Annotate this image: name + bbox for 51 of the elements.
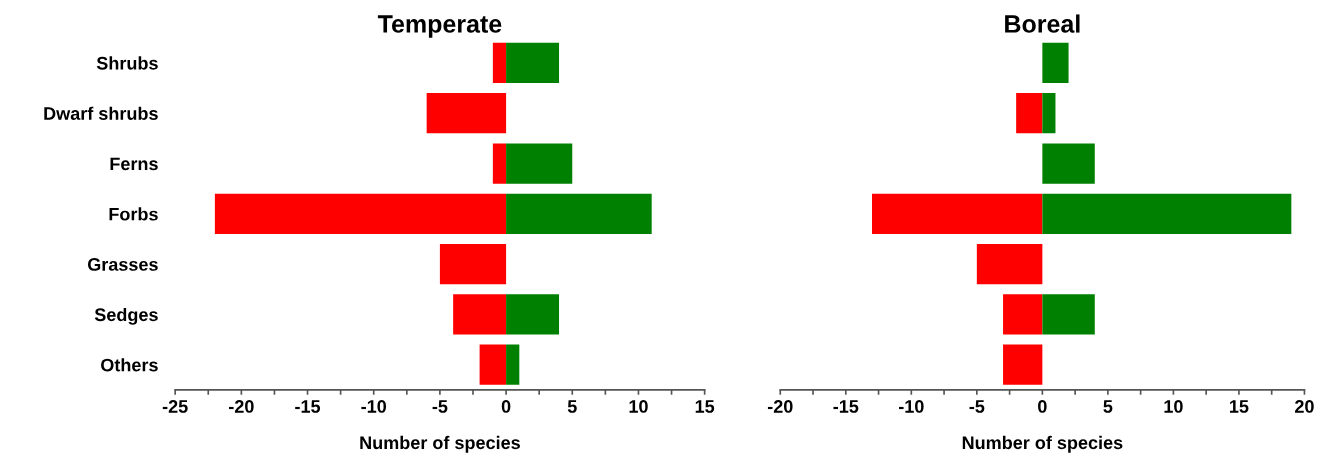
x-tick-label: -15 [295, 400, 321, 413]
x-tick-label: 0 [1038, 400, 1047, 413]
y-tick-label: Dwarf shrubs [44, 106, 158, 120]
chart-title: Boreal [1005, 14, 1080, 33]
y-tick-label: Forbs [109, 207, 158, 221]
y-tick-label: Others [101, 358, 158, 372]
x-tick-label: 5 [1103, 400, 1113, 413]
x-tick-label: -20 [229, 400, 254, 413]
bar [492, 143, 507, 184]
y-tick-label: Sedges [94, 307, 158, 325]
bar [506, 294, 560, 335]
x-tick-label: -10 [898, 400, 924, 413]
x-tick-label: -15 [833, 400, 859, 413]
bar [426, 93, 507, 134]
bar [1042, 42, 1069, 84]
x-tick-label: 10 [629, 400, 648, 413]
x-tick-label: 10 [1164, 400, 1183, 413]
y-tick-label: Ferns [110, 157, 158, 171]
bar [1042, 93, 1056, 134]
x-tick-label: 20 [1295, 400, 1314, 413]
bar [506, 42, 560, 84]
bar [453, 294, 507, 335]
bar [479, 344, 507, 385]
bar [492, 42, 507, 84]
bar [506, 193, 652, 234]
bar [1003, 344, 1043, 385]
y-tick-label: Grasses [87, 258, 158, 271]
x-tick-label: -20 [767, 400, 793, 413]
bar [872, 193, 1043, 234]
x-tick-label: -5 [969, 400, 985, 413]
bar [1016, 93, 1043, 134]
x-tick-label: 15 [1230, 400, 1249, 413]
bar [214, 193, 507, 234]
bar [976, 244, 1043, 285]
x-tick-label: 0 [501, 400, 511, 413]
x-tick-label: -10 [361, 400, 387, 413]
chart-title: Temperate [377, 15, 502, 38]
x-axis-title: Number of species [962, 435, 1123, 453]
bar [1042, 193, 1292, 234]
bar [439, 244, 507, 285]
bar [1003, 294, 1043, 335]
x-tick-label: 15 [695, 400, 715, 413]
x-tick-label: -25 [162, 400, 188, 413]
y-tick-label: Shrubs [96, 56, 158, 70]
bar [1042, 143, 1095, 184]
bar [1042, 294, 1095, 335]
x-axis-title: Number of species [360, 435, 520, 453]
bar [506, 344, 520, 385]
x-tick-label: -5 [432, 400, 448, 413]
x-tick-label: 5 [567, 400, 577, 413]
bar [506, 143, 573, 184]
